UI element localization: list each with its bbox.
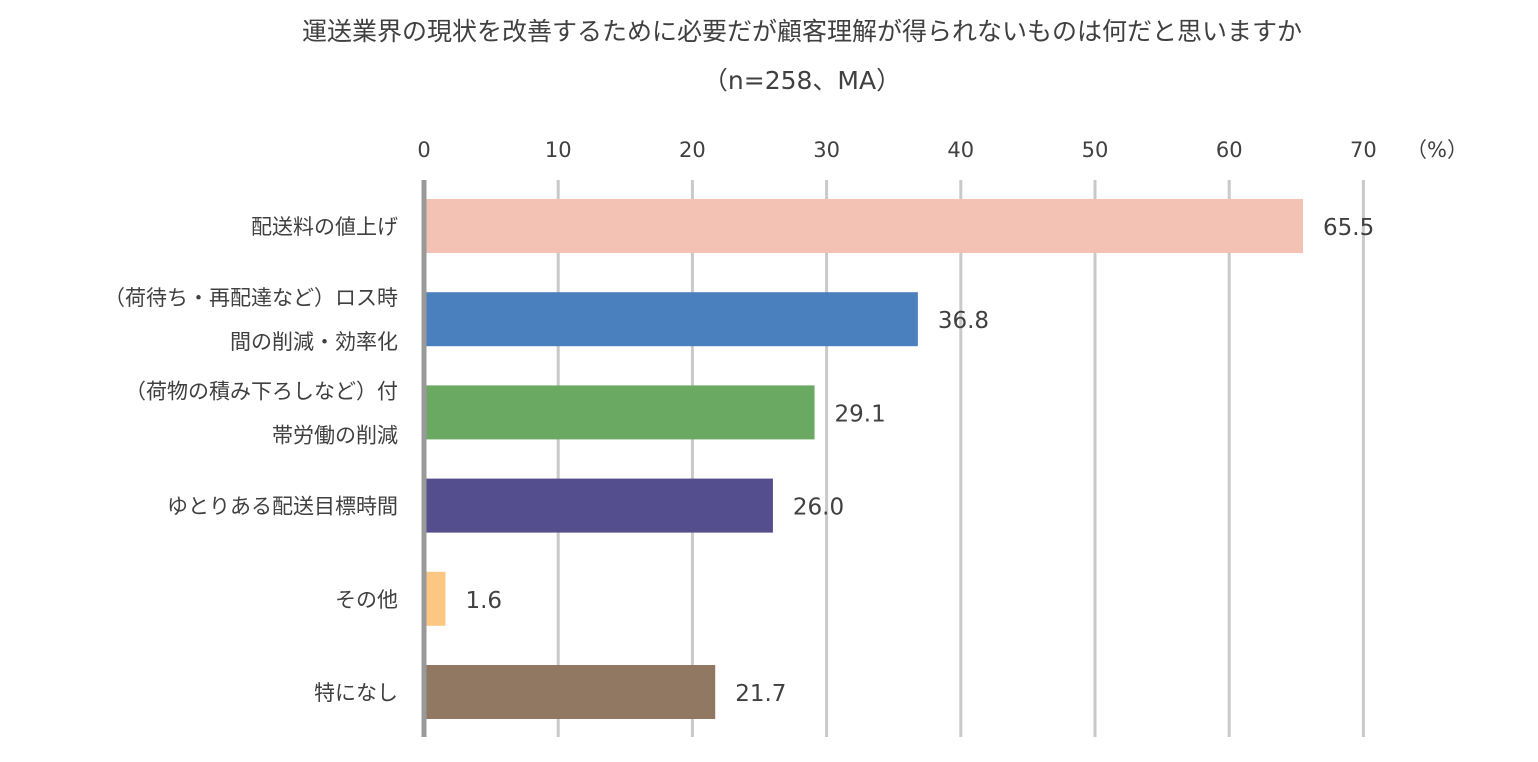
data-label: 65.5	[1323, 215, 1374, 241]
category-label: 間の削減・効率化	[230, 330, 398, 354]
category-label: （荷物の積み下ろしなど）付	[125, 379, 398, 403]
bar	[424, 665, 716, 719]
x-tick-label: 20	[679, 138, 706, 162]
x-tick-label: 60	[1216, 138, 1243, 162]
bar	[424, 385, 815, 440]
category-label: （荷待ち・再配達など）ロス時	[104, 286, 398, 310]
category-label: その他	[335, 588, 398, 612]
x-axis-ticks: 0 10 20 30 40 50 60 70	[417, 138, 1376, 162]
x-tick-label: 70	[1350, 138, 1377, 162]
x-tick-label: 10	[545, 138, 572, 162]
x-tick-label: 50	[1082, 138, 1109, 162]
x-tick-label: 0	[417, 138, 430, 162]
x-tick-label: 30	[813, 138, 840, 162]
data-label: 26.0	[793, 495, 844, 521]
category-label: 特になし	[314, 681, 398, 705]
bar	[424, 571, 446, 626]
data-label: 36.8	[938, 308, 989, 334]
bar	[424, 199, 1304, 253]
category-label: ゆとりある配送目標時間	[167, 495, 398, 519]
category-label: 帯労働の削減	[272, 423, 398, 447]
x-tick-label: 40	[947, 138, 974, 162]
bars	[424, 199, 1304, 719]
data-label: 21.7	[735, 681, 786, 707]
gridlines	[556, 180, 1365, 737]
chart-subtitle: （n=258、MA）	[703, 66, 901, 95]
value-labels: 65.5 36.8 29.1 26.0 1.6 21.7	[465, 215, 1374, 707]
chart-title: 運送業界の現状を改善するために必要だが顧客理解が得られないものは何だと思いますか	[302, 17, 1302, 46]
data-label: 1.6	[465, 588, 502, 614]
bar	[424, 292, 918, 347]
bar	[424, 478, 773, 533]
data-label: 29.1	[835, 401, 886, 427]
category-label: 配送料の値上げ	[251, 215, 398, 239]
x-axis-unit-label: （%）	[1406, 138, 1468, 162]
